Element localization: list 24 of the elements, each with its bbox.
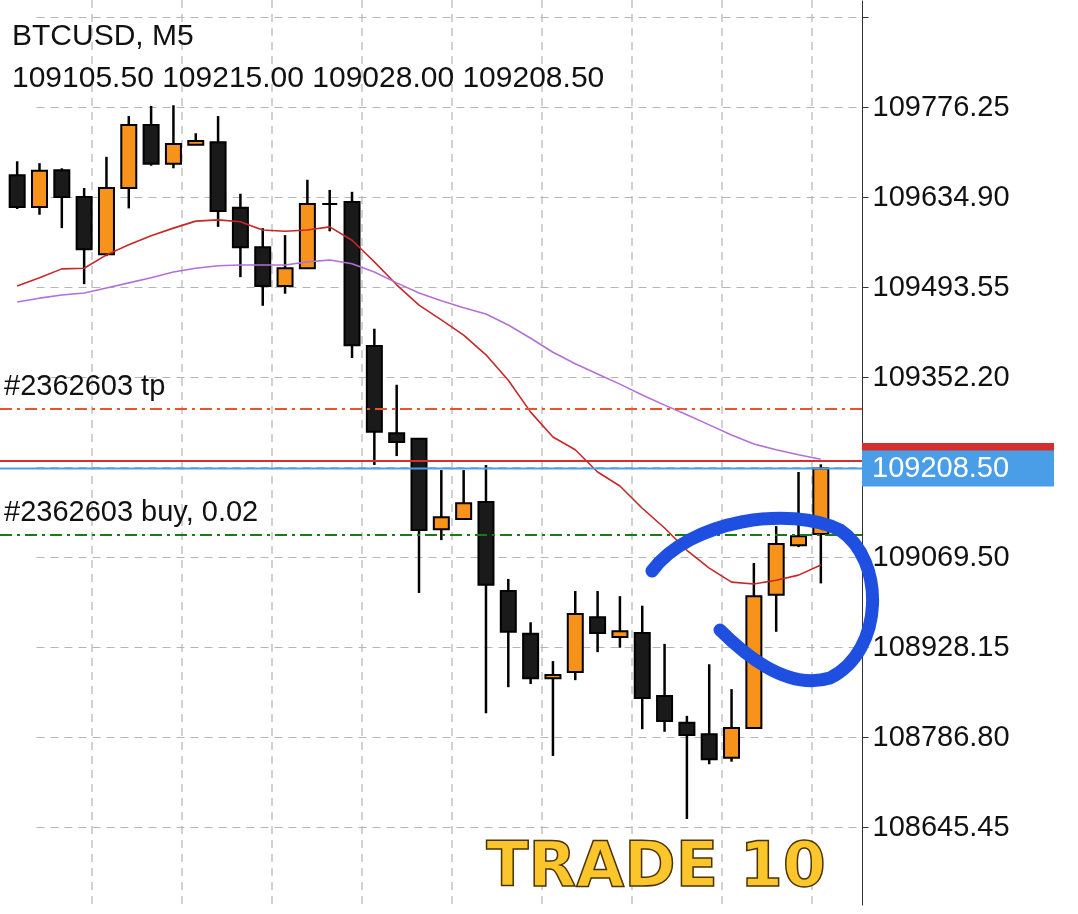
candlestick bbox=[544, 659, 562, 758]
candlestick bbox=[276, 233, 294, 295]
y-tick-label: 109493.55 bbox=[872, 270, 1010, 303]
ref-line-label: #2362603 buy, 0.02 bbox=[4, 495, 259, 528]
y-tick-label: 108645.45 bbox=[872, 810, 1010, 843]
ref-line-label: #2362603 tp bbox=[4, 369, 166, 402]
y-tick-label: 109776.25 bbox=[872, 90, 1010, 123]
candlestick bbox=[455, 468, 473, 521]
annotation: TRADE 10 bbox=[486, 828, 826, 901]
y-tick-label: 109352.20 bbox=[872, 360, 1010, 393]
candlestick bbox=[164, 104, 182, 170]
y-tick-label: 109634.90 bbox=[872, 180, 1010, 213]
candlestick bbox=[321, 188, 339, 233]
candlestick bbox=[388, 383, 406, 458]
y-tick-label: 108786.80 bbox=[872, 720, 1010, 753]
candlestick bbox=[432, 468, 450, 542]
y-tick-label: 109069.50 bbox=[872, 540, 1010, 573]
y-tick-label: 108928.15 bbox=[872, 630, 1010, 663]
candlestick bbox=[611, 594, 629, 649]
ref-line-label: 109208.50 bbox=[872, 451, 1010, 484]
text: 109105.50 109215.00 109028.00 109208.50 bbox=[12, 60, 605, 93]
candlestick bbox=[678, 714, 696, 821]
text: BTCUSD, M5 bbox=[12, 18, 194, 51]
candlestick bbox=[589, 589, 607, 654]
